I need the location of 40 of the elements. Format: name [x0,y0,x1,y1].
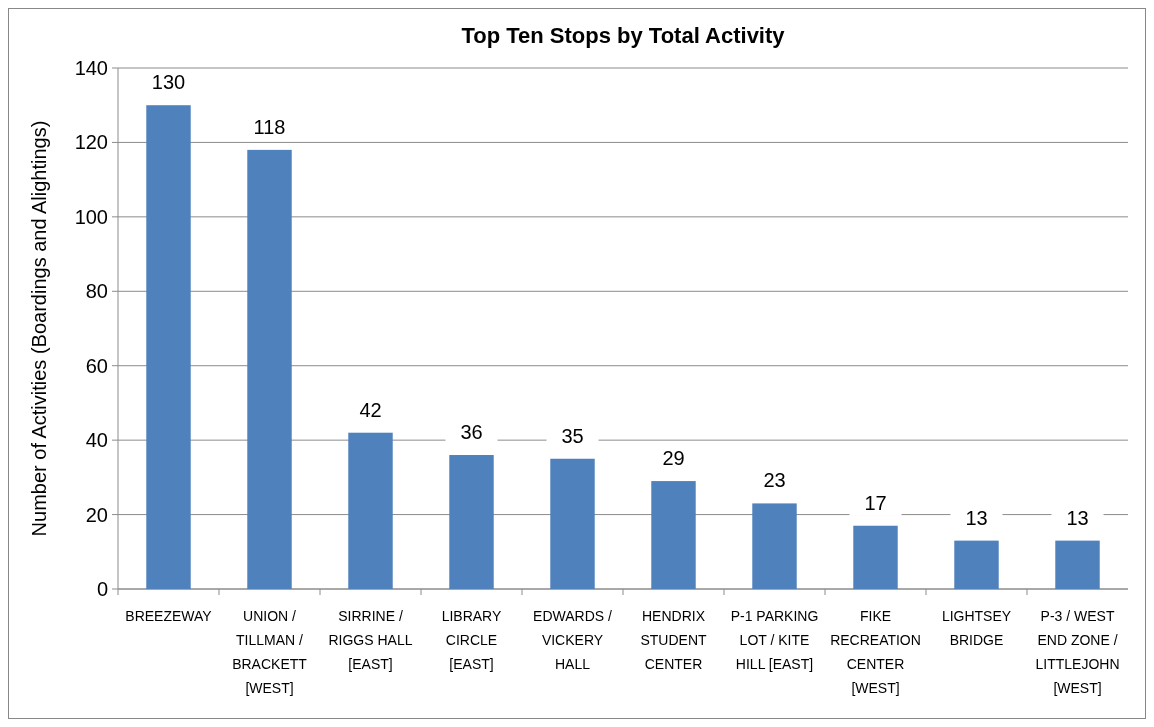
bar [146,105,191,589]
x-tick-label: BREEZEWAY [125,608,213,624]
bar [247,149,292,589]
x-tick-label: UNION / TILLMAN / BRACKETT [WEST] [232,608,308,696]
y-axis-title: Number of Activities (Boardings and Alightings) [28,120,50,537]
data-label: 17 [864,491,887,514]
y-tick-label: 0 [96,578,108,600]
y-tick-label: 80 [85,280,108,303]
x-tick-label: P-1 PARKING LOT / KITE HILL [EAST] [730,608,819,672]
bar [550,458,595,589]
chart-title: Top Ten Stops by Total Activity [461,23,786,48]
y-tick-label: 100 [74,205,108,228]
y-tick-label: 120 [74,131,108,154]
y-tick-label: 60 [85,354,108,377]
bar [752,503,797,589]
bar [1055,540,1100,589]
bar [449,455,494,589]
bar [954,540,999,589]
data-label: 36 [460,421,483,444]
data-label: 118 [253,115,286,138]
bar [348,432,393,589]
data-label: 13 [1066,506,1089,529]
data-label: 130 [151,71,186,94]
data-label: 23 [763,469,786,492]
bar [853,525,898,589]
x-tick-label: HENDRIX STUDENT CENTER [640,608,707,672]
data-label: 13 [965,506,988,529]
x-tick-label: P-3 / WEST END ZONE / LITTLEJOHN [WEST] [1035,608,1120,696]
x-tick-label: LIGHTSEY BRIDGE [941,608,1012,648]
x-tick-label: FIKE RECREATION CENTER [WEST] [830,608,921,696]
data-label: 29 [662,447,685,470]
y-tick-label: 140 [74,57,108,79]
data-label: 35 [561,424,584,447]
bar [651,481,696,589]
x-tick-label: SIRRINE / RIGGS HALL [EAST] [328,608,413,672]
data-label: 42 [359,398,382,421]
y-tick-label: 20 [85,503,108,526]
x-tick-label: LIBRARY CIRCLE [EAST] [441,608,502,672]
x-tick-label: EDWARDS / VICKERY HALL [533,608,613,672]
y-tick-label: 40 [85,429,108,452]
